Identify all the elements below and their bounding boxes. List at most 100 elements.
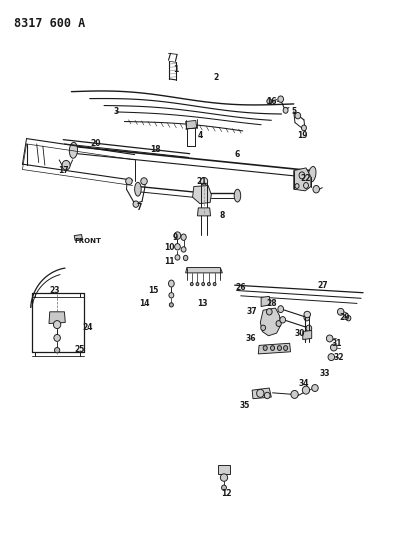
Text: 5: 5 xyxy=(291,108,296,116)
Ellipse shape xyxy=(267,99,272,104)
Ellipse shape xyxy=(175,244,180,250)
Ellipse shape xyxy=(54,335,60,341)
Ellipse shape xyxy=(304,314,310,321)
Polygon shape xyxy=(186,268,222,273)
Ellipse shape xyxy=(69,142,78,158)
Text: 30: 30 xyxy=(295,329,305,337)
Polygon shape xyxy=(49,312,65,324)
Polygon shape xyxy=(303,330,312,340)
Polygon shape xyxy=(258,343,290,354)
Text: 31: 31 xyxy=(331,340,342,348)
Ellipse shape xyxy=(220,474,228,481)
Ellipse shape xyxy=(266,309,272,315)
Text: 24: 24 xyxy=(82,324,93,332)
Ellipse shape xyxy=(302,125,306,131)
Text: 35: 35 xyxy=(239,401,250,409)
Ellipse shape xyxy=(283,108,288,113)
Text: 23: 23 xyxy=(50,286,60,295)
Ellipse shape xyxy=(304,311,310,318)
Polygon shape xyxy=(261,296,270,306)
Text: 18: 18 xyxy=(150,145,160,154)
Text: 2: 2 xyxy=(214,73,219,82)
Text: 9: 9 xyxy=(173,233,178,241)
Polygon shape xyxy=(260,308,281,336)
Ellipse shape xyxy=(346,316,351,321)
Ellipse shape xyxy=(264,392,270,399)
Text: 1: 1 xyxy=(173,65,178,74)
Text: 36: 36 xyxy=(246,334,256,343)
Text: 3: 3 xyxy=(114,108,119,116)
Ellipse shape xyxy=(126,178,132,184)
Ellipse shape xyxy=(263,345,267,351)
Text: 10: 10 xyxy=(164,244,175,252)
Polygon shape xyxy=(252,388,271,399)
Polygon shape xyxy=(197,208,211,216)
Text: 11: 11 xyxy=(164,257,175,265)
Ellipse shape xyxy=(337,308,344,315)
Ellipse shape xyxy=(169,303,173,307)
Ellipse shape xyxy=(330,344,337,351)
Ellipse shape xyxy=(277,345,282,351)
Polygon shape xyxy=(74,235,82,240)
Polygon shape xyxy=(193,185,211,204)
Ellipse shape xyxy=(181,234,186,240)
Ellipse shape xyxy=(213,282,216,286)
Text: 22: 22 xyxy=(301,174,311,183)
Ellipse shape xyxy=(271,345,275,351)
Ellipse shape xyxy=(328,354,335,360)
Ellipse shape xyxy=(62,160,70,170)
Ellipse shape xyxy=(133,201,139,207)
Ellipse shape xyxy=(169,280,174,287)
Text: FRONT: FRONT xyxy=(74,238,101,245)
Ellipse shape xyxy=(196,282,199,286)
Ellipse shape xyxy=(135,182,141,196)
Ellipse shape xyxy=(208,282,211,286)
Text: 28: 28 xyxy=(266,300,277,308)
Ellipse shape xyxy=(284,345,288,351)
Ellipse shape xyxy=(200,177,208,185)
Ellipse shape xyxy=(234,189,241,202)
Ellipse shape xyxy=(306,325,312,332)
Ellipse shape xyxy=(326,335,333,342)
Ellipse shape xyxy=(141,178,147,184)
Text: 14: 14 xyxy=(140,300,150,308)
Text: 37: 37 xyxy=(247,308,257,316)
Ellipse shape xyxy=(222,485,226,490)
Text: 12: 12 xyxy=(221,489,232,497)
Text: 4: 4 xyxy=(197,132,202,140)
Ellipse shape xyxy=(184,255,188,261)
Text: 15: 15 xyxy=(148,286,158,295)
Ellipse shape xyxy=(169,293,174,298)
Ellipse shape xyxy=(202,282,204,286)
Text: 7: 7 xyxy=(136,204,142,212)
Ellipse shape xyxy=(295,112,301,119)
Text: 25: 25 xyxy=(74,345,85,353)
Ellipse shape xyxy=(261,325,266,330)
Polygon shape xyxy=(294,168,311,191)
Ellipse shape xyxy=(55,348,60,353)
Text: 13: 13 xyxy=(197,300,207,308)
Ellipse shape xyxy=(53,320,61,328)
Ellipse shape xyxy=(257,389,264,398)
Ellipse shape xyxy=(175,255,180,260)
Text: 32: 32 xyxy=(333,353,344,361)
Text: 33: 33 xyxy=(319,369,330,377)
Text: 16: 16 xyxy=(266,97,277,106)
Ellipse shape xyxy=(276,320,282,326)
Text: 20: 20 xyxy=(91,140,101,148)
Ellipse shape xyxy=(280,317,286,323)
Ellipse shape xyxy=(278,306,284,312)
Text: 21: 21 xyxy=(197,177,207,185)
Text: 6: 6 xyxy=(234,150,239,159)
Ellipse shape xyxy=(308,166,316,182)
Text: 8317 600 A: 8317 600 A xyxy=(14,17,86,30)
Ellipse shape xyxy=(278,96,284,102)
Polygon shape xyxy=(186,120,197,129)
Text: 34: 34 xyxy=(299,379,309,388)
Text: 26: 26 xyxy=(235,284,246,292)
Text: 27: 27 xyxy=(317,281,328,289)
Text: 8: 8 xyxy=(220,212,225,220)
Text: 17: 17 xyxy=(58,166,69,175)
Ellipse shape xyxy=(313,185,319,193)
Ellipse shape xyxy=(190,282,193,286)
